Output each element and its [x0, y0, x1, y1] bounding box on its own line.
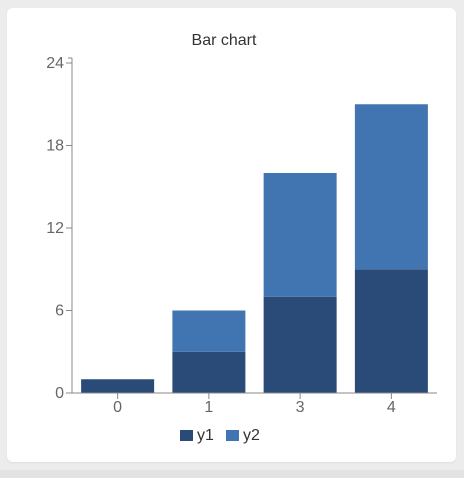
legend-swatch-y2 — [226, 430, 239, 441]
x-tick-label-3: 3 — [296, 399, 305, 416]
legend-label-y2: y2 — [243, 427, 260, 444]
bar-y1-1 — [172, 351, 246, 393]
x-axis: 0 1 3 4 — [66, 392, 437, 416]
y-tick-label-24: 24 — [46, 55, 64, 72]
bars-group — [81, 104, 428, 393]
y-tick-label-0: 0 — [55, 385, 64, 402]
bar-y2-4 — [354, 104, 428, 270]
bar-y2-3 — [263, 173, 337, 297]
x-tick-label-1: 1 — [204, 399, 213, 416]
y-axis: 0 6 12 18 24 — [46, 55, 73, 402]
chart-title: Bar chart — [192, 32, 257, 49]
legend-swatch-y1 — [180, 430, 193, 441]
legend-label-y1: y1 — [197, 427, 214, 444]
bar-y1-4 — [354, 269, 428, 393]
bar-y1-0 — [81, 379, 155, 393]
y-tick-label-12: 12 — [46, 220, 64, 237]
bottom-strip — [0, 470, 464, 478]
y-tick-label-6: 6 — [55, 303, 64, 320]
legend: y1 y2 — [180, 427, 260, 444]
bar-y1-3 — [263, 296, 337, 393]
x-tick-label-4: 4 — [387, 399, 396, 416]
bar-y2-1 — [172, 310, 246, 352]
x-tick-label-0: 0 — [113, 399, 122, 416]
y-tick-label-18: 18 — [46, 138, 64, 155]
